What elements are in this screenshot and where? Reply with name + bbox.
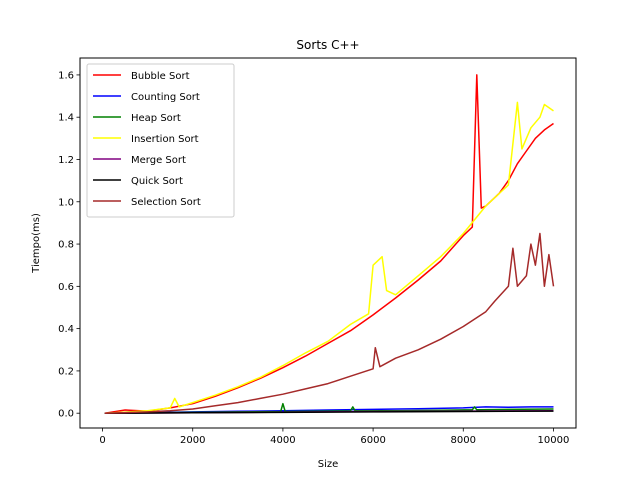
legend-entry: Counting Sort <box>131 92 200 103</box>
x-tick-label: 2000 <box>180 435 205 446</box>
x-axis: 0 2000 4000 6000 8000 10000 <box>99 428 569 446</box>
legend-box <box>86 63 235 218</box>
plot-frame <box>79 57 577 429</box>
y-axis: 0.0 0.2 0.4 0.6 0.8 1.0 1.2 1.4 1.6 <box>58 70 80 420</box>
y-tick-label: 1.2 <box>58 155 74 166</box>
chart-title: Sorts C++ <box>296 38 359 52</box>
legend-entry: Insertion Sort <box>131 134 199 145</box>
legend-entry: Selection Sort <box>131 197 201 208</box>
legend-entry: Bubble Sort <box>131 71 190 82</box>
y-axis-label: Tiempo(ms) <box>31 213 42 274</box>
x-tick-label: 10000 <box>538 435 570 446</box>
x-tick-label: 6000 <box>360 435 385 446</box>
series-line-quick-sort <box>104 410 554 414</box>
x-tick-label: 4000 <box>270 435 295 446</box>
x-axis-label: Size <box>318 459 339 470</box>
x-tick-label: 8000 <box>451 435 476 446</box>
series-line-bubble-sort <box>104 74 554 414</box>
legend-entry: Quick Sort <box>131 176 183 187</box>
legend-entry: Heap Sort <box>131 113 181 124</box>
y-tick-label: 0.0 <box>58 409 74 420</box>
y-tick-label: 1.4 <box>58 113 74 124</box>
y-tick-label: 1.6 <box>58 70 74 81</box>
legend: Bubble Sort Counting Sort Heap Sort Inserti… <box>86 63 235 218</box>
series-line-insertion-sort <box>104 101 554 414</box>
series-layer <box>104 74 555 414</box>
y-tick-label: 0.6 <box>58 282 74 293</box>
legend-entry: Merge Sort <box>131 155 186 166</box>
y-tick-label: 0.8 <box>58 240 74 251</box>
series-line-selection-sort <box>104 232 555 414</box>
x-tick-label: 0 <box>99 435 105 446</box>
y-tick-label: 0.4 <box>58 324 74 335</box>
y-tick-label: 0.2 <box>58 366 74 377</box>
y-tick-label: 1.0 <box>58 197 74 208</box>
